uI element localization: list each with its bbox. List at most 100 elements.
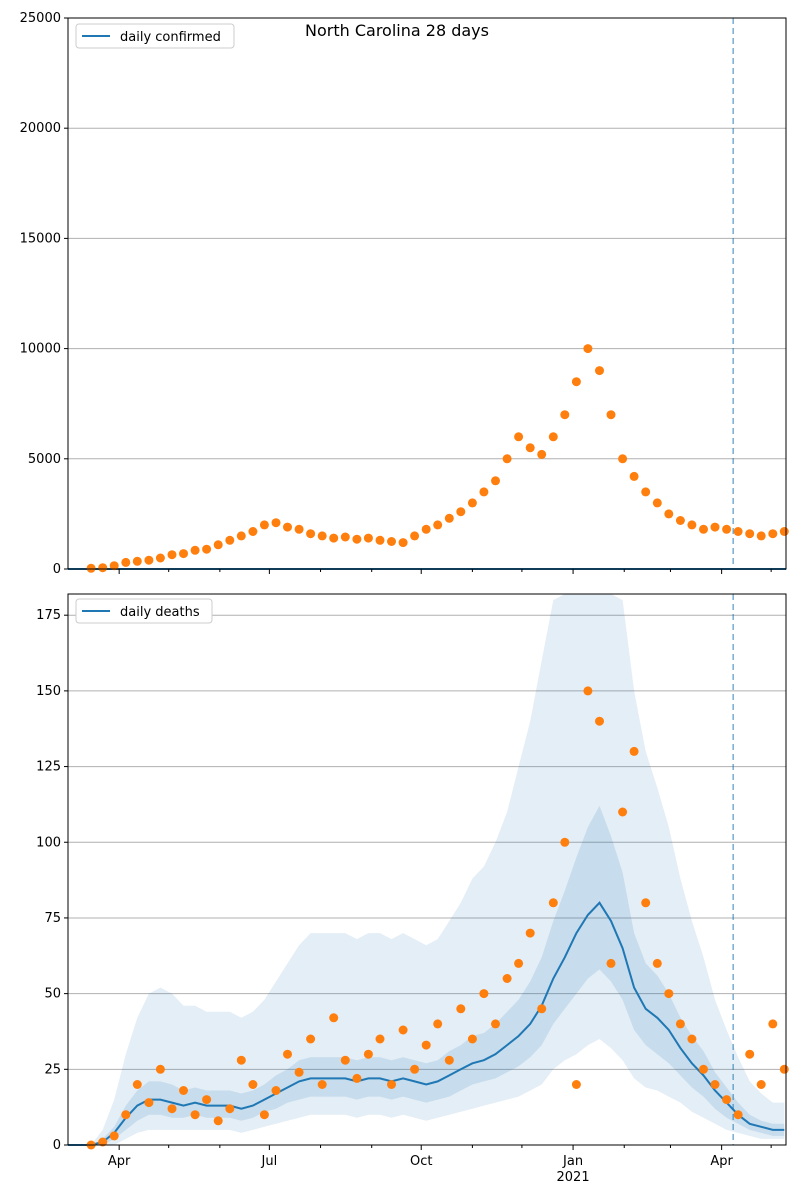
data-point — [444, 513, 454, 523]
x-tick-label: Jan — [562, 1154, 583, 1169]
data-point — [86, 563, 96, 573]
data-point — [699, 1064, 708, 1074]
series-line — [68, 901, 785, 1146]
data-point — [722, 524, 732, 534]
data-point — [629, 746, 639, 756]
data-point — [514, 958, 524, 968]
chart-title: North Carolina 28 days — [305, 21, 489, 40]
data-point — [410, 1064, 420, 1074]
data-point — [560, 837, 570, 847]
data-point — [606, 958, 616, 968]
data-point — [213, 540, 223, 550]
data-point — [502, 974, 512, 983]
data-point — [271, 518, 281, 528]
data-point — [675, 516, 685, 525]
data-point — [225, 1104, 235, 1114]
y-tick-label: 15000 — [20, 231, 61, 246]
data-point — [548, 432, 558, 442]
legend: daily deaths — [75, 598, 213, 624]
data-point — [779, 527, 789, 536]
data-point — [525, 443, 535, 453]
y-tick-label: 50 — [44, 987, 61, 1002]
data-point — [571, 1080, 581, 1089]
data-point — [317, 1080, 327, 1089]
plot-area — [68, 594, 786, 1145]
band-95 — [68, 594, 785, 1145]
data-point — [433, 1019, 443, 1029]
y-tick-label: 125 — [36, 760, 61, 775]
data-point — [722, 1095, 732, 1105]
data-point — [537, 1004, 547, 1014]
data-point — [699, 524, 708, 534]
y-tick-label: 75 — [44, 911, 61, 926]
legend-box — [75, 23, 235, 49]
data-point — [329, 1013, 339, 1023]
data-point — [756, 531, 766, 541]
data-point — [306, 529, 316, 539]
legend-label: daily deaths — [120, 605, 200, 620]
x-tick-label: Oct — [410, 1154, 432, 1169]
data-point — [387, 1080, 396, 1089]
plot-frame — [67, 593, 787, 1146]
data-point — [710, 1080, 720, 1089]
line-layer — [68, 901, 785, 1146]
data-point — [710, 522, 720, 532]
data-point — [225, 535, 235, 545]
data-point — [675, 1019, 685, 1029]
y-tick-label: 0 — [53, 562, 61, 577]
data-point — [537, 449, 547, 459]
y-tick-label: 0 — [53, 1138, 61, 1153]
data-point — [363, 1049, 373, 1059]
data-point — [664, 989, 674, 999]
data-point — [456, 1004, 466, 1014]
data-point — [548, 898, 558, 908]
x-axis-ticks — [118, 569, 772, 574]
data-point — [340, 1055, 350, 1065]
data-point — [687, 1034, 697, 1044]
data-point — [329, 533, 339, 543]
y-axis-ticks: 0 5000 10000 15000 20000 25000 — [20, 11, 68, 577]
data-point — [121, 1110, 131, 1120]
data-point — [641, 487, 651, 497]
data-point — [467, 498, 477, 508]
data-point — [294, 524, 304, 534]
data-point — [387, 537, 396, 546]
data-point — [595, 716, 604, 726]
data-point — [560, 410, 570, 420]
data-point — [259, 1110, 269, 1120]
data-point — [109, 1131, 119, 1141]
data-point — [779, 1064, 789, 1074]
data-point — [571, 377, 581, 387]
data-point — [606, 410, 616, 420]
data-point — [479, 989, 489, 999]
data-point — [756, 1080, 766, 1089]
data-point — [618, 807, 628, 817]
y-tick-label: 25000 — [20, 11, 61, 26]
x-tick-label: Apr — [108, 1154, 131, 1169]
data-point — [248, 527, 258, 536]
data-point — [167, 550, 177, 560]
data-point — [155, 553, 165, 563]
data-point — [144, 1098, 154, 1108]
data-point — [340, 532, 350, 542]
data-point — [421, 1040, 431, 1050]
data-point — [144, 555, 154, 565]
data-point — [514, 432, 524, 442]
data-point — [213, 1116, 223, 1126]
confirmed-panel: 0 5000 10000 15000 20000 25000 North Carolina… — [20, 11, 789, 577]
data-point — [190, 545, 200, 555]
band-50 — [68, 805, 785, 1145]
data-point — [236, 531, 246, 541]
x-tick-label: Apr — [710, 1154, 733, 1169]
data-point — [502, 454, 512, 464]
data-point — [202, 544, 212, 554]
data-point — [259, 520, 269, 530]
data-point — [167, 1104, 177, 1114]
data-point — [479, 487, 489, 497]
data-point — [283, 1049, 292, 1059]
plot-frame — [67, 17, 787, 570]
data-point — [641, 898, 651, 908]
data-point — [768, 1019, 778, 1029]
